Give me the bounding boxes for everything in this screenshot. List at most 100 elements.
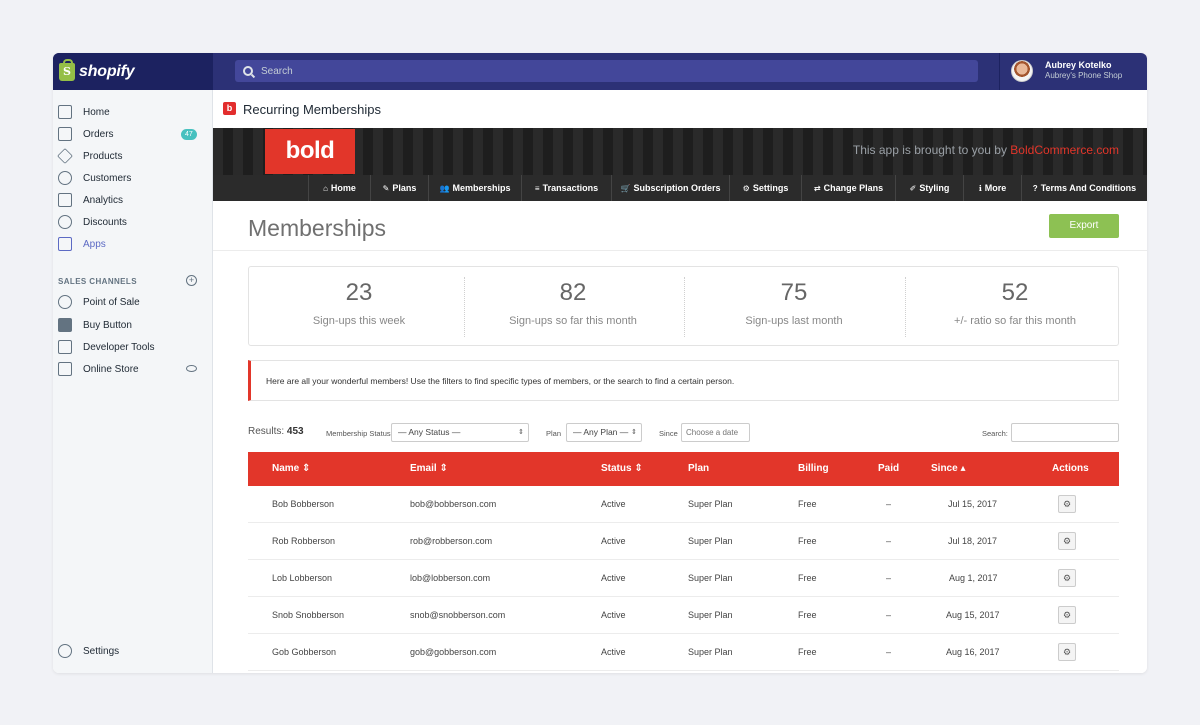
sidebar-item-home[interactable]: Home <box>53 102 213 122</box>
cell-email: bob@bobberson.com <box>410 499 497 509</box>
sidebar-item-products[interactable]: Products <box>53 146 213 166</box>
updown-arrow-icon: ⇕ <box>518 429 524 436</box>
sidebar-item-label: Settings <box>83 645 120 657</box>
stat-caption: +/- ratio so far this month <box>954 315 1076 327</box>
sidebar-item-point-of-sale[interactable]: Point of Sale <box>53 292 213 312</box>
sidebar-item-online-store[interactable]: Online Store <box>53 359 213 379</box>
menu-item-label: Terms And Conditions <box>1040 183 1137 193</box>
results-label: Results: <box>248 426 285 437</box>
edit-icon: ✎ <box>382 184 390 193</box>
gear-icon: ⚙ <box>742 184 750 193</box>
cell-plan: Super Plan <box>688 647 733 657</box>
top-bar: shopify Search Aubrey Kotelko Aubrey's P… <box>53 53 1147 90</box>
sidebar-item-label: Customers <box>83 172 132 184</box>
sidebar-item-label: Home <box>83 106 110 118</box>
column-header-status[interactable]: Status ⇕ <box>601 463 643 474</box>
sidebar-item-discounts[interactable]: Discounts <box>53 212 213 232</box>
plan-filter-select[interactable]: — Any Plan — ⇕ <box>566 423 642 442</box>
menu-item-terms[interactable]: ? Terms And Conditions <box>1021 175 1147 201</box>
menu-item-plans[interactable]: ✎ Plans <box>370 175 428 201</box>
row-actions-gear-button[interactable]: ⚙ <box>1058 643 1076 661</box>
eye-icon[interactable] <box>186 365 197 372</box>
user-name[interactable]: Aubrey Kotelko <box>1045 60 1112 70</box>
location-pin-icon <box>58 295 72 309</box>
sidebar-item-label: Discounts <box>83 216 127 228</box>
stat-value: 23 <box>345 279 373 306</box>
status-filter-label: Membership Status <box>326 429 391 438</box>
boldcommerce-link[interactable]: BoldCommerce.com <box>1010 143 1119 157</box>
status-filter-select[interactable]: — Any Status — ⇕ <box>391 423 529 442</box>
menu-item-label: Memberships <box>452 183 511 193</box>
shopify-logo[interactable]: shopify <box>53 53 213 90</box>
row-actions-gear-button[interactable]: ⚙ <box>1058 495 1076 513</box>
sidebar-item-customers[interactable]: Customers <box>53 168 213 188</box>
stat-value: 52 <box>1001 279 1029 306</box>
list-icon: ≡ <box>534 184 540 193</box>
menu-item-transactions[interactable]: ≡ Transactions <box>521 175 611 201</box>
sidebar-item-developer-tools[interactable]: Developer Tools <box>53 337 213 357</box>
avatar[interactable] <box>1011 60 1033 82</box>
search-label: Search: <box>982 429 1008 438</box>
apps-icon <box>58 237 72 251</box>
cell-status: Active <box>601 536 626 546</box>
cell-name: Lob Lobberson <box>272 573 333 583</box>
cell-name: Snob Snobberson <box>272 610 345 620</box>
cell-plan: Super Plan <box>688 610 733 620</box>
bold-logo[interactable]: bold <box>265 129 355 174</box>
menu-item-styling[interactable]: ✐ Styling <box>895 175 963 201</box>
menu-item-home[interactable]: ⌂ Home <box>308 175 370 201</box>
shopify-logo-text: shopify <box>79 62 135 80</box>
row-actions-gear-button[interactable]: ⚙ <box>1058 532 1076 550</box>
add-channel-icon[interactable]: + <box>186 275 197 286</box>
app-frame: shopify Search Aubrey Kotelko Aubrey's P… <box>53 53 1147 673</box>
table-row: Gob Gobberson gob@gobberson.com Active S… <box>248 634 1119 671</box>
menu-item-label: Subscription Orders <box>633 183 721 193</box>
column-header-name[interactable]: Name ⇕ <box>272 463 311 474</box>
chart-icon <box>58 193 72 207</box>
table-header: Name ⇕ Email ⇕ Status ⇕ Plan Billing Pai… <box>248 452 1119 486</box>
sidebar-item-orders[interactable]: Orders 47 <box>53 124 213 144</box>
row-actions-gear-button[interactable]: ⚙ <box>1058 606 1076 624</box>
since-date-input[interactable] <box>681 423 750 442</box>
sidebar-item-label: Online Store <box>83 363 139 375</box>
menu-item-label: Plans <box>392 183 417 193</box>
member-search-input[interactable] <box>1011 423 1119 442</box>
menu-item-subscription-orders[interactable]: 🛒 Subscription Orders <box>611 175 729 201</box>
stat-caption: Sign-ups last month <box>745 315 843 327</box>
stat-signups-month: 82 Sign-ups so far this month <box>463 267 683 347</box>
status-filter-value: — Any Status — <box>398 427 461 437</box>
menu-item-settings[interactable]: ⚙ Settings <box>729 175 801 201</box>
cell-paid: – <box>886 647 892 657</box>
cell-paid: – <box>886 499 892 509</box>
menu-item-change-plans[interactable]: ⇄ Change Plans <box>801 175 895 201</box>
cell-email: snob@snobberson.com <box>410 610 506 620</box>
cell-since: Jul 15, 2017 <box>948 499 998 509</box>
person-icon <box>58 171 72 185</box>
sidebar-item-buy-button[interactable]: Buy Button <box>53 315 213 335</box>
column-header-email[interactable]: Email ⇕ <box>410 463 448 474</box>
menu-item-memberships[interactable]: 👥 Memberships <box>428 175 521 201</box>
menu-item-label: Styling <box>919 183 950 193</box>
row-actions-gear-button[interactable]: ⚙ <box>1058 569 1076 587</box>
sidebar-item-analytics[interactable]: Analytics <box>53 190 213 210</box>
sidebar-item-label: Apps <box>83 238 106 250</box>
sidebar-item-settings[interactable]: Settings <box>53 641 213 661</box>
cell-email: lob@lobberson.com <box>410 573 491 583</box>
sidebar-item-apps[interactable]: Apps <box>53 234 213 254</box>
menu-item-label: Home <box>330 183 356 193</box>
stat-divider <box>684 277 685 337</box>
tag-icon <box>57 148 73 164</box>
column-header-since[interactable]: Since ▴ <box>931 463 966 474</box>
menu-item-more[interactable]: ℹ More <box>963 175 1021 201</box>
sidebar: Home Orders 47 Products Customers Analyt… <box>53 90 213 673</box>
stat-signups-week: 23 Sign-ups this week <box>249 267 469 347</box>
user-shop[interactable]: Aubrey's Phone Shop <box>1045 71 1123 80</box>
cell-billing: Free <box>798 536 817 546</box>
sales-channels-heading: SALES CHANNELS <box>58 277 137 286</box>
cell-name: Gob Gobberson <box>272 647 337 657</box>
cart-icon: 🛒 <box>620 184 631 193</box>
export-button[interactable]: Export <box>1049 214 1119 238</box>
global-search-input[interactable]: Search <box>235 60 978 82</box>
cell-since: Aug 16, 2017 <box>946 647 1000 657</box>
cell-paid: – <box>886 573 892 583</box>
